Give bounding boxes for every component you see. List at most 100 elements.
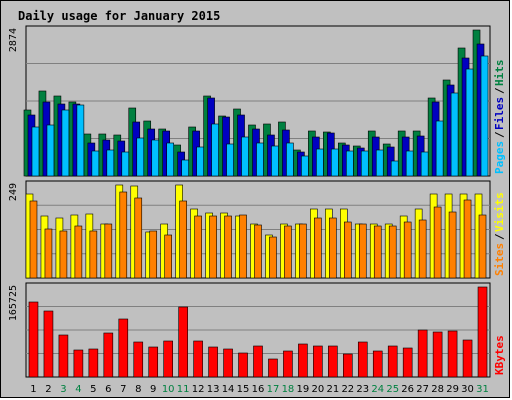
- sites-bar: [358, 223, 367, 279]
- sites-bar: [179, 200, 187, 279]
- pages-bar: [226, 143, 234, 177]
- pages-bar: [106, 149, 115, 177]
- kbytes-bar: [223, 348, 233, 378]
- pages-bar: [390, 160, 399, 177]
- kbytes-bar: [462, 339, 473, 378]
- x-tick-label: 5: [90, 384, 96, 395]
- kbytes-bar: [357, 341, 368, 378]
- pages-bar: [31, 126, 40, 177]
- kbytes-bar: [432, 331, 443, 378]
- x-tick-label: 19: [297, 384, 310, 395]
- pages-bar: [91, 150, 100, 177]
- pages-bar: [256, 142, 264, 177]
- pages-bar: [241, 136, 249, 177]
- kbytes-bar: [328, 345, 338, 378]
- kbytes-bar: [238, 352, 248, 378]
- pages-bar: [346, 150, 354, 177]
- kbytes-bar: [193, 340, 203, 378]
- sites-bar: [373, 225, 382, 279]
- kbytes-bar: [133, 341, 144, 378]
- pages-bar: [420, 151, 429, 177]
- sites-bar: [344, 221, 352, 279]
- x-tick-label: 11: [177, 384, 190, 395]
- pages-bar: [196, 146, 204, 177]
- sites-bar: [478, 214, 487, 279]
- x-tick-label: 1: [30, 384, 36, 395]
- pages-bar: [405, 150, 414, 177]
- kbytes-bar: [118, 318, 129, 378]
- pages-bar: [166, 142, 174, 177]
- kbytes-bar: [88, 348, 99, 378]
- kbytes-bar: [417, 329, 428, 378]
- sites-bar: [314, 217, 322, 279]
- sites-bar: [59, 230, 68, 279]
- sites-bar: [119, 191, 128, 279]
- pages-bar: [61, 109, 70, 177]
- x-tick-label: 31: [476, 384, 489, 395]
- kbytes-bar: [477, 286, 488, 378]
- sites-bar: [388, 225, 397, 279]
- kbytes-bar: [402, 347, 413, 378]
- pages-bar: [331, 148, 339, 177]
- kbytes-bar: [178, 306, 188, 378]
- x-tick-label: 7: [120, 384, 126, 395]
- x-tick-label: 28: [431, 384, 444, 395]
- pages-bar: [375, 149, 384, 177]
- y-max-label: 165725: [8, 285, 19, 321]
- legend-label: /: [493, 233, 506, 240]
- sites-bar: [329, 217, 337, 279]
- x-tick-label: 10: [162, 384, 175, 395]
- chart-title: Daily usage for January 2015: [18, 9, 220, 23]
- x-tick-label: 16: [252, 384, 265, 395]
- pages-bar: [480, 55, 489, 177]
- sites-bar: [433, 206, 442, 279]
- kbytes-bar: [163, 340, 173, 378]
- kbytes-bar: [28, 301, 39, 378]
- x-tick-label: 15: [237, 384, 250, 395]
- visits-sites-panel: 249 Sites /Visits: [8, 180, 506, 279]
- sites-bar: [448, 211, 457, 279]
- kbytes-bar: [208, 346, 218, 378]
- legend-label: Hits: [493, 60, 506, 87]
- sites-bar: [164, 234, 172, 279]
- kbytes-bar: [313, 345, 323, 378]
- pages-bar: [181, 159, 189, 177]
- kbytes-bar: [103, 332, 114, 378]
- x-tick-label: 6: [105, 384, 111, 395]
- kbytes-bar: [447, 330, 458, 378]
- x-tick-label: 26: [401, 384, 414, 395]
- sites-bar: [254, 224, 262, 279]
- x-tick-label: 3: [60, 384, 66, 395]
- sites-bar: [418, 219, 427, 279]
- sites-bar: [104, 223, 113, 279]
- sites-bar: [239, 214, 247, 279]
- pages-bar: [76, 104, 85, 177]
- x-tick-label: 18: [282, 384, 295, 395]
- sites-bar: [89, 230, 98, 279]
- pages-bar: [360, 150, 369, 177]
- kbytes-bar: [148, 346, 159, 378]
- x-tick-label: 21: [326, 384, 339, 395]
- kbytes-bar: [372, 350, 383, 378]
- x-tick-label: 25: [386, 384, 399, 395]
- sites-bar: [134, 197, 143, 279]
- legend-label: Pages: [493, 141, 506, 174]
- kbytes-bar: [73, 349, 84, 378]
- x-tick-label: 4: [75, 384, 81, 395]
- x-tick-label: 22: [341, 384, 354, 395]
- kbytes-bar: [343, 353, 353, 378]
- sites-bar: [209, 215, 217, 279]
- x-tick-label: 24: [371, 384, 384, 395]
- sites-bar: [463, 199, 472, 279]
- sites-bar: [269, 236, 277, 279]
- pages-bar: [151, 139, 160, 177]
- pages-bar: [46, 124, 55, 177]
- x-tick-label: 27: [416, 384, 429, 395]
- x-tick-label: 17: [267, 384, 280, 395]
- x-tick-label: 12: [192, 384, 205, 395]
- pages-bar: [136, 137, 145, 177]
- x-tick-label: 13: [207, 384, 220, 395]
- pages-bar: [465, 68, 474, 177]
